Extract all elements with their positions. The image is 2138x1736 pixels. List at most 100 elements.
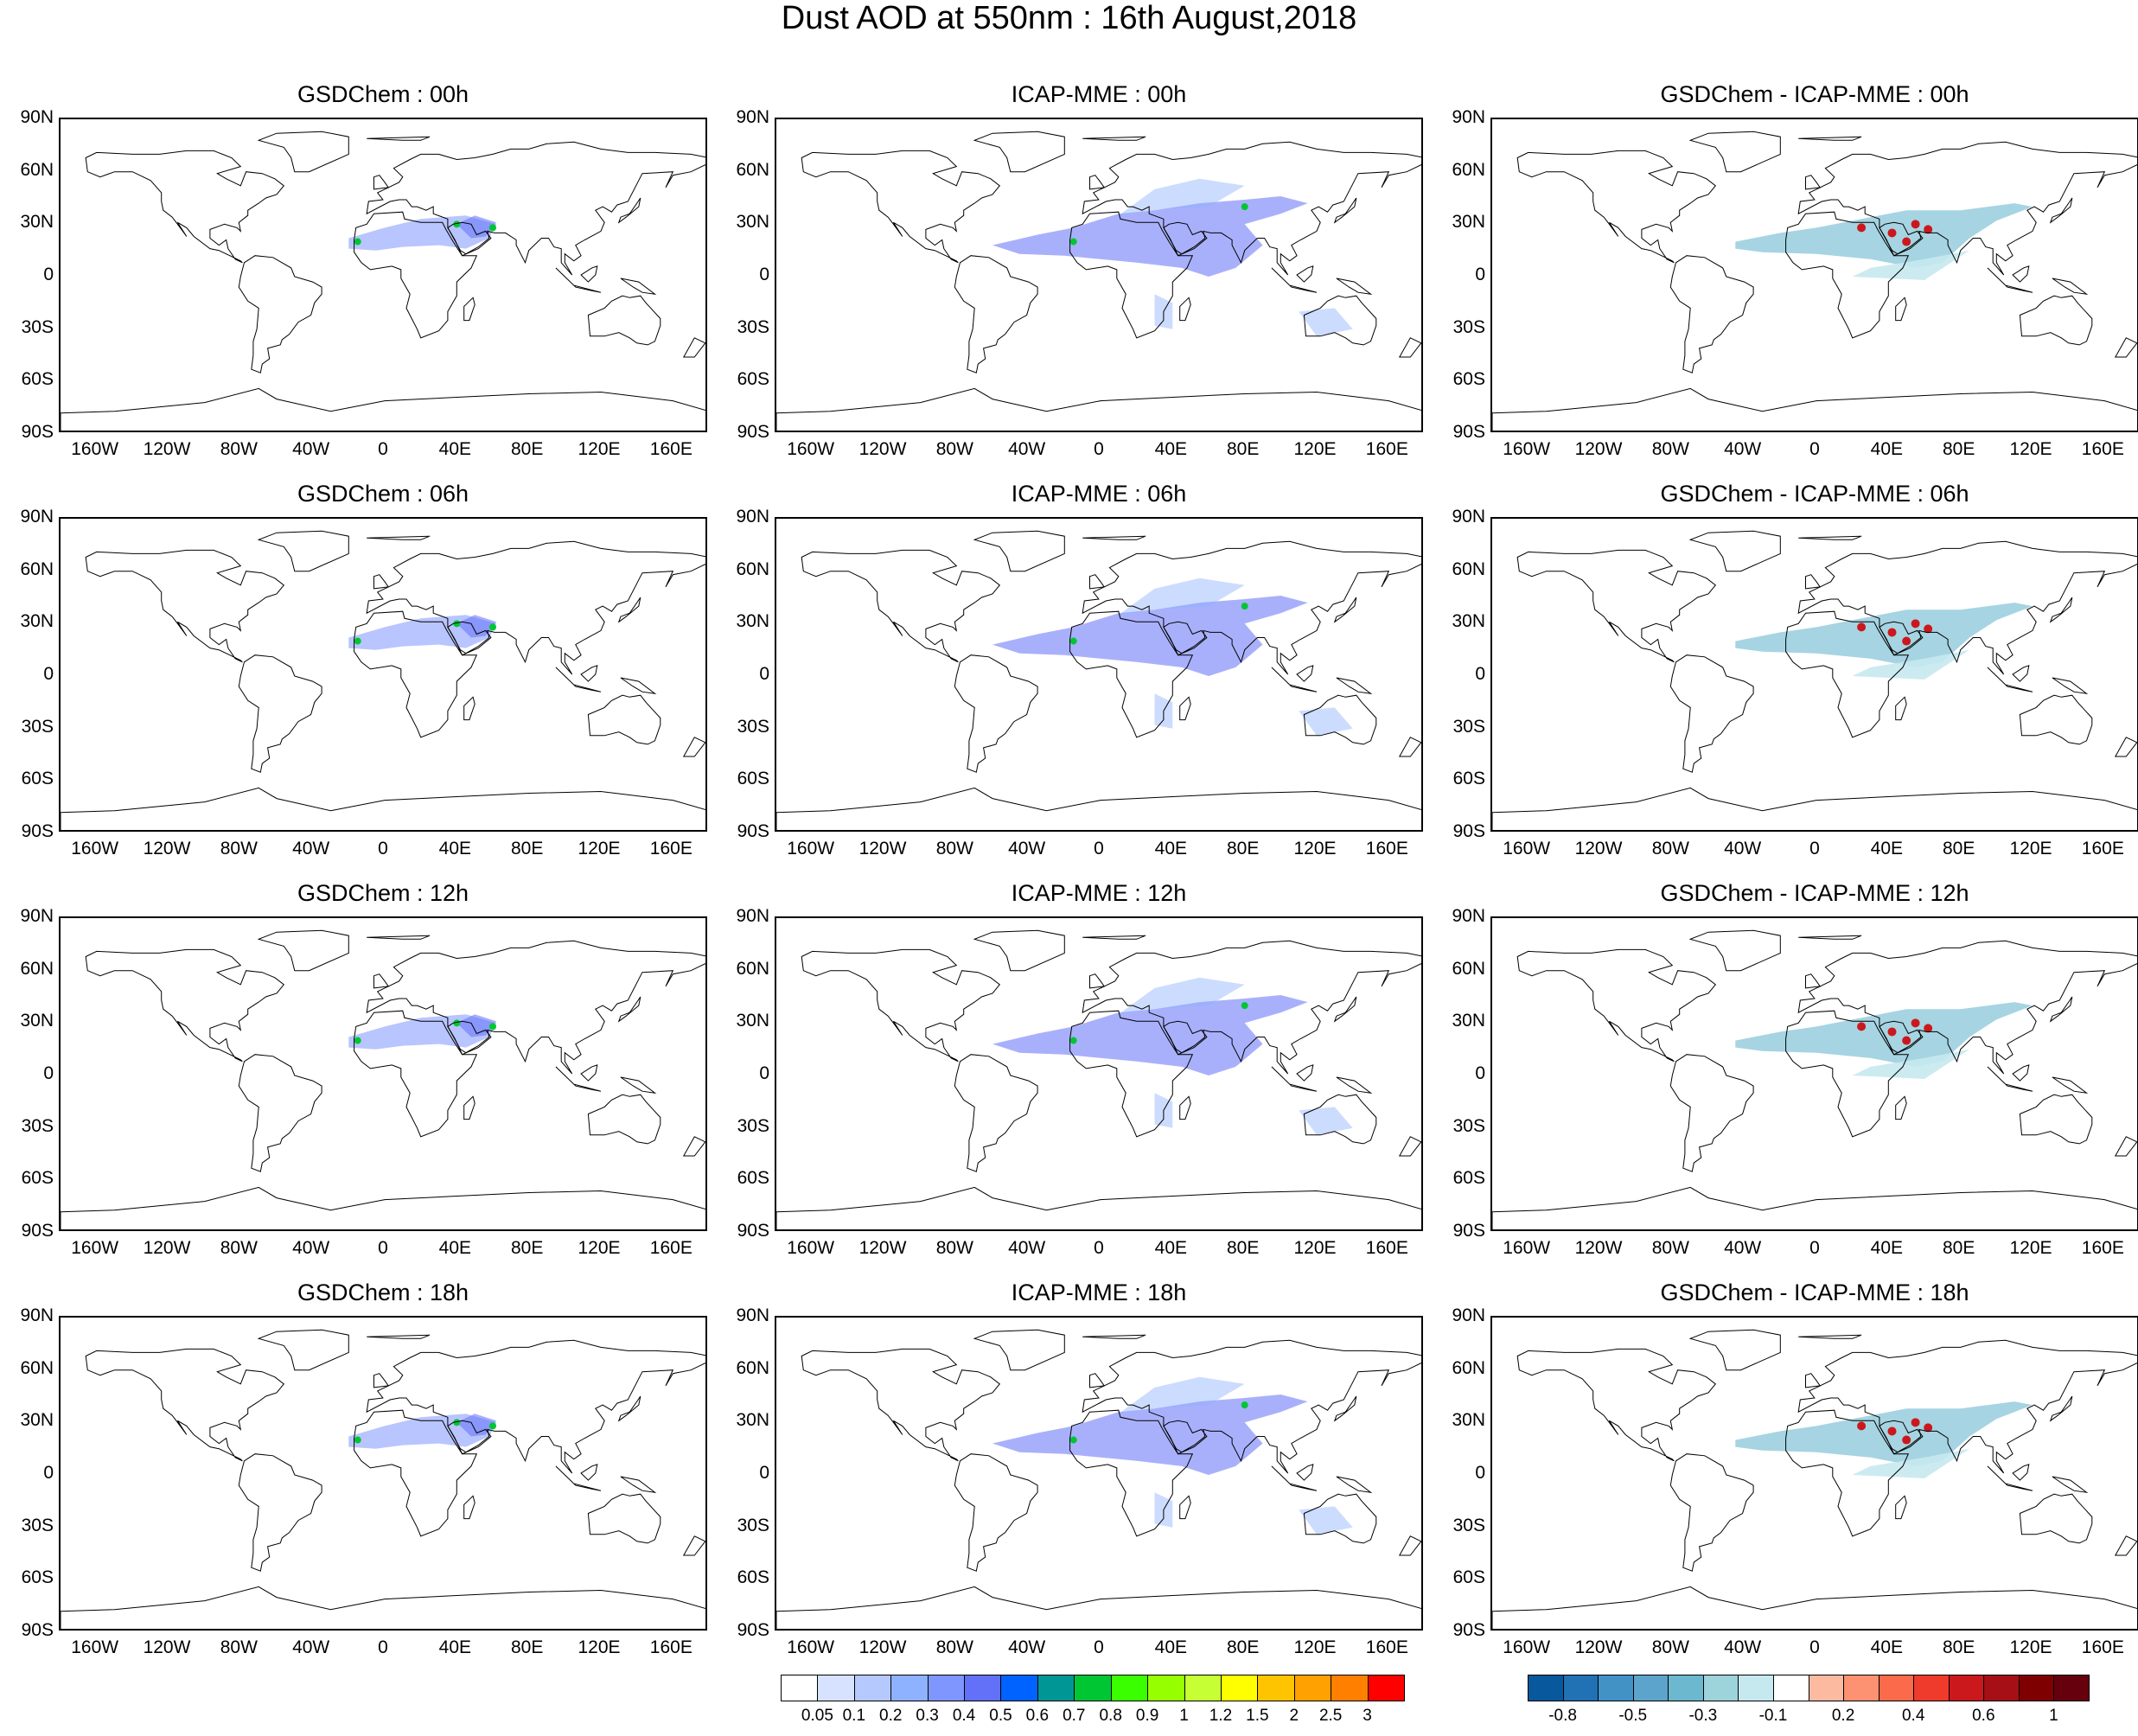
- coastline-japan: [617, 197, 641, 224]
- longitude-label: 80W: [935, 839, 973, 858]
- map-frame: [59, 517, 707, 832]
- coastline-greenland-small-ice: [1798, 1334, 1862, 1339]
- world-map: [61, 131, 705, 431]
- longitude-label: 160E: [2081, 839, 2124, 858]
- coastline-antarctica: [776, 787, 1421, 830]
- longitude-label: 80W: [1651, 439, 1689, 459]
- latitude-label: 60N: [1452, 958, 1485, 979]
- coastline-borneo: [1296, 1064, 1314, 1082]
- coastline-antarctica: [1492, 787, 2137, 830]
- longitude-label: 120W: [1574, 439, 1623, 459]
- map-frame: [1490, 517, 2138, 832]
- map-panel: ICAP-MME : 18h 90N 60N 30N 0 30S 60S 90S 160W 120…: [736, 1280, 1423, 1657]
- coastline-greenland: [257, 131, 349, 173]
- latitude-label: 90S: [21, 1221, 54, 1241]
- coastline-uk: [1089, 973, 1106, 989]
- coastline-japan: [1333, 996, 1357, 1023]
- coastline-africa: [354, 211, 478, 339]
- longitude-label: 120W: [143, 1238, 191, 1258]
- coastline-antarctica: [776, 1586, 1421, 1629]
- difference-positive-spot: [1857, 622, 1867, 632]
- world-map: [61, 530, 705, 830]
- map-panel: GSDChem - ICAP-MME : 18h 90N 60N 30N 0 30S 60S…: [1452, 1280, 2138, 1657]
- coastline-new-zealand: [1398, 1535, 1421, 1556]
- latitude-label: 30S: [1452, 316, 1485, 337]
- coastline-africa: [1069, 1409, 1194, 1537]
- coastline-borneo: [580, 1464, 598, 1481]
- latitude-label: 30S: [21, 716, 54, 737]
- coastline-borneo: [2012, 265, 2030, 283]
- coastline-madagascar: [1179, 1095, 1191, 1120]
- longitude-label: 160E: [2081, 439, 2124, 459]
- colorbar-swatch: [1220, 1675, 1259, 1701]
- coastline-arabia: [447, 621, 492, 656]
- coastline-eurasia: [366, 141, 705, 276]
- world-map: [61, 1329, 705, 1629]
- latitude-label: 60S: [1452, 1168, 1485, 1189]
- latitude-label: 0: [1475, 1463, 1485, 1483]
- latitude-label: 90S: [737, 422, 769, 442]
- coastline-japan: [617, 996, 641, 1023]
- coastline-borneo: [1296, 1464, 1314, 1481]
- longitude-label: 160W: [1503, 839, 1551, 858]
- difference-negative-region: [1852, 250, 1970, 280]
- coastline-greenland-small-ice: [1082, 136, 1146, 141]
- panel-title: GSDChem : 00h: [297, 81, 469, 107]
- coastline-indonesia: [1271, 267, 1318, 293]
- longitude-label: 120E: [1293, 839, 1337, 858]
- coastline-australia: [587, 694, 661, 745]
- colorbar-swatch: [890, 1675, 929, 1701]
- latitude-label: 90S: [1452, 1221, 1485, 1241]
- coastline-north-america: [85, 549, 285, 663]
- longitude-label: 80W: [935, 1637, 973, 1657]
- latitude-label: 90S: [737, 1221, 769, 1241]
- world-map: [776, 131, 1421, 431]
- panel-title: ICAP-MME : 12h: [1011, 880, 1187, 906]
- colorbar-label: 0.9: [1135, 1707, 1159, 1725]
- latitude-label: 0: [1475, 265, 1485, 284]
- coastline-south-america: [1669, 654, 1754, 773]
- coastline-indonesia: [555, 1066, 602, 1092]
- longitude-label: 40E: [438, 439, 472, 459]
- coastline-japan: [1333, 197, 1357, 224]
- coastline-uk: [1089, 175, 1106, 190]
- longitude-label: 40E: [1870, 439, 1904, 459]
- coastline-new-guinea: [2052, 1476, 2089, 1493]
- coastline-indonesia: [555, 667, 602, 692]
- latitude-label: 60S: [21, 1567, 54, 1588]
- coastline-new-guinea: [620, 1076, 657, 1094]
- colorbar-swatch: [853, 1675, 892, 1701]
- coastline-antarctica: [61, 787, 705, 830]
- latitude-label: 30S: [21, 1115, 54, 1136]
- longitude-label: 160E: [649, 439, 692, 459]
- colorbar-label: 1.5: [1246, 1707, 1269, 1725]
- map-panel: ICAP-MME : 00h 90N 60N 30N 0 30S 60S 90S 160W 120…: [736, 81, 1423, 459]
- latitude-label: 60N: [1452, 558, 1485, 579]
- longitude-label: 160W: [1503, 1238, 1551, 1258]
- colorbar-swatch: [1843, 1675, 1880, 1701]
- latitude-label: 30N: [1452, 1011, 1485, 1031]
- coastline-new-zealand: [1398, 737, 1421, 757]
- longitude-label: 160W: [787, 439, 835, 459]
- coastline-new-zealand: [1398, 337, 1421, 358]
- longitude-label: 120W: [1574, 839, 1623, 858]
- longitude-label: 80W: [935, 1238, 973, 1258]
- panel-title: GSDChem : 06h: [297, 481, 469, 507]
- coastline-japan: [2049, 996, 2073, 1023]
- longitude-label: 80W: [935, 439, 973, 459]
- aod-hotspot: [489, 623, 496, 631]
- colorbar-label: -0.1: [1758, 1707, 1788, 1725]
- latitude-label: 0: [43, 664, 54, 684]
- coastline-north-america: [85, 1348, 285, 1462]
- difference-positive-spot: [1902, 1036, 1911, 1045]
- longitude-label: 40W: [1724, 839, 1762, 858]
- coastline-north-america: [801, 1348, 1001, 1462]
- longitude-label: 120E: [578, 1637, 621, 1657]
- coastline-greenland: [257, 929, 349, 972]
- latitude-label: 30S: [21, 316, 54, 337]
- aod-hotspot: [453, 1019, 461, 1027]
- coastline-greenland: [1688, 1329, 1781, 1371]
- longitude-label: 80W: [220, 1238, 258, 1258]
- coastline-new-guinea: [2052, 1076, 2089, 1094]
- coastline-uk: [373, 175, 390, 190]
